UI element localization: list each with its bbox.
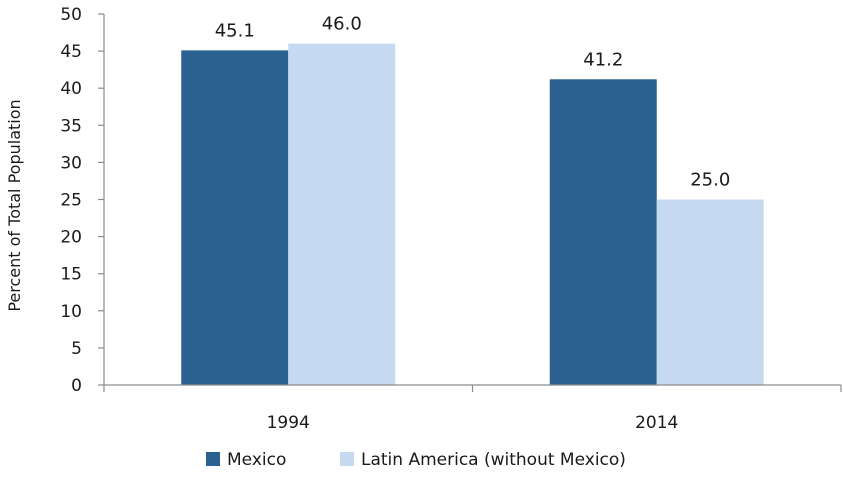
bar-latin-america-2014 — [656, 199, 764, 385]
data-label: 25.0 — [690, 170, 730, 191]
legend-swatch-latin-america — [340, 452, 354, 466]
x-tick-label: 1994 — [267, 413, 310, 433]
bars — [181, 43, 764, 386]
legend-label: Latin America (without Mexico) — [361, 450, 626, 470]
data-label: 41.2 — [583, 49, 623, 70]
y-tick-label: 0 — [71, 376, 82, 396]
y-tick-label: 45 — [60, 42, 82, 62]
y-tick-label: 30 — [60, 153, 82, 173]
bar-mexico-1994 — [181, 50, 289, 385]
x-axis-ticks: 1994 2014 — [103, 385, 842, 433]
bar-mexico-2014 — [549, 79, 657, 386]
y-tick-label: 25 — [60, 191, 82, 211]
legend-label: Mexico — [227, 450, 286, 470]
legend: Mexico Latin America (without Mexico) — [206, 450, 626, 470]
data-label: 45.1 — [215, 20, 255, 41]
y-tick-label: 35 — [60, 116, 82, 136]
x-tick-label: 2014 — [635, 413, 678, 433]
y-axis-title: Percent of Total Population — [5, 99, 24, 311]
y-tick-label: 20 — [60, 228, 82, 248]
legend-swatch-mexico — [206, 452, 220, 466]
data-labels: 45.1 46.0 41.2 25.0 — [215, 14, 731, 191]
y-tick-label: 10 — [60, 302, 82, 322]
y-tick-label: 40 — [60, 79, 82, 99]
y-tick-label: 15 — [60, 265, 82, 285]
data-label: 46.0 — [322, 14, 362, 35]
y-tick-label: 50 — [60, 5, 82, 25]
y-axis-ticks: 0 5 10 15 20 25 30 35 40 45 50 — [60, 5, 104, 396]
y-tick-label: 5 — [71, 339, 82, 359]
bar-latin-america-1994 — [288, 43, 396, 386]
